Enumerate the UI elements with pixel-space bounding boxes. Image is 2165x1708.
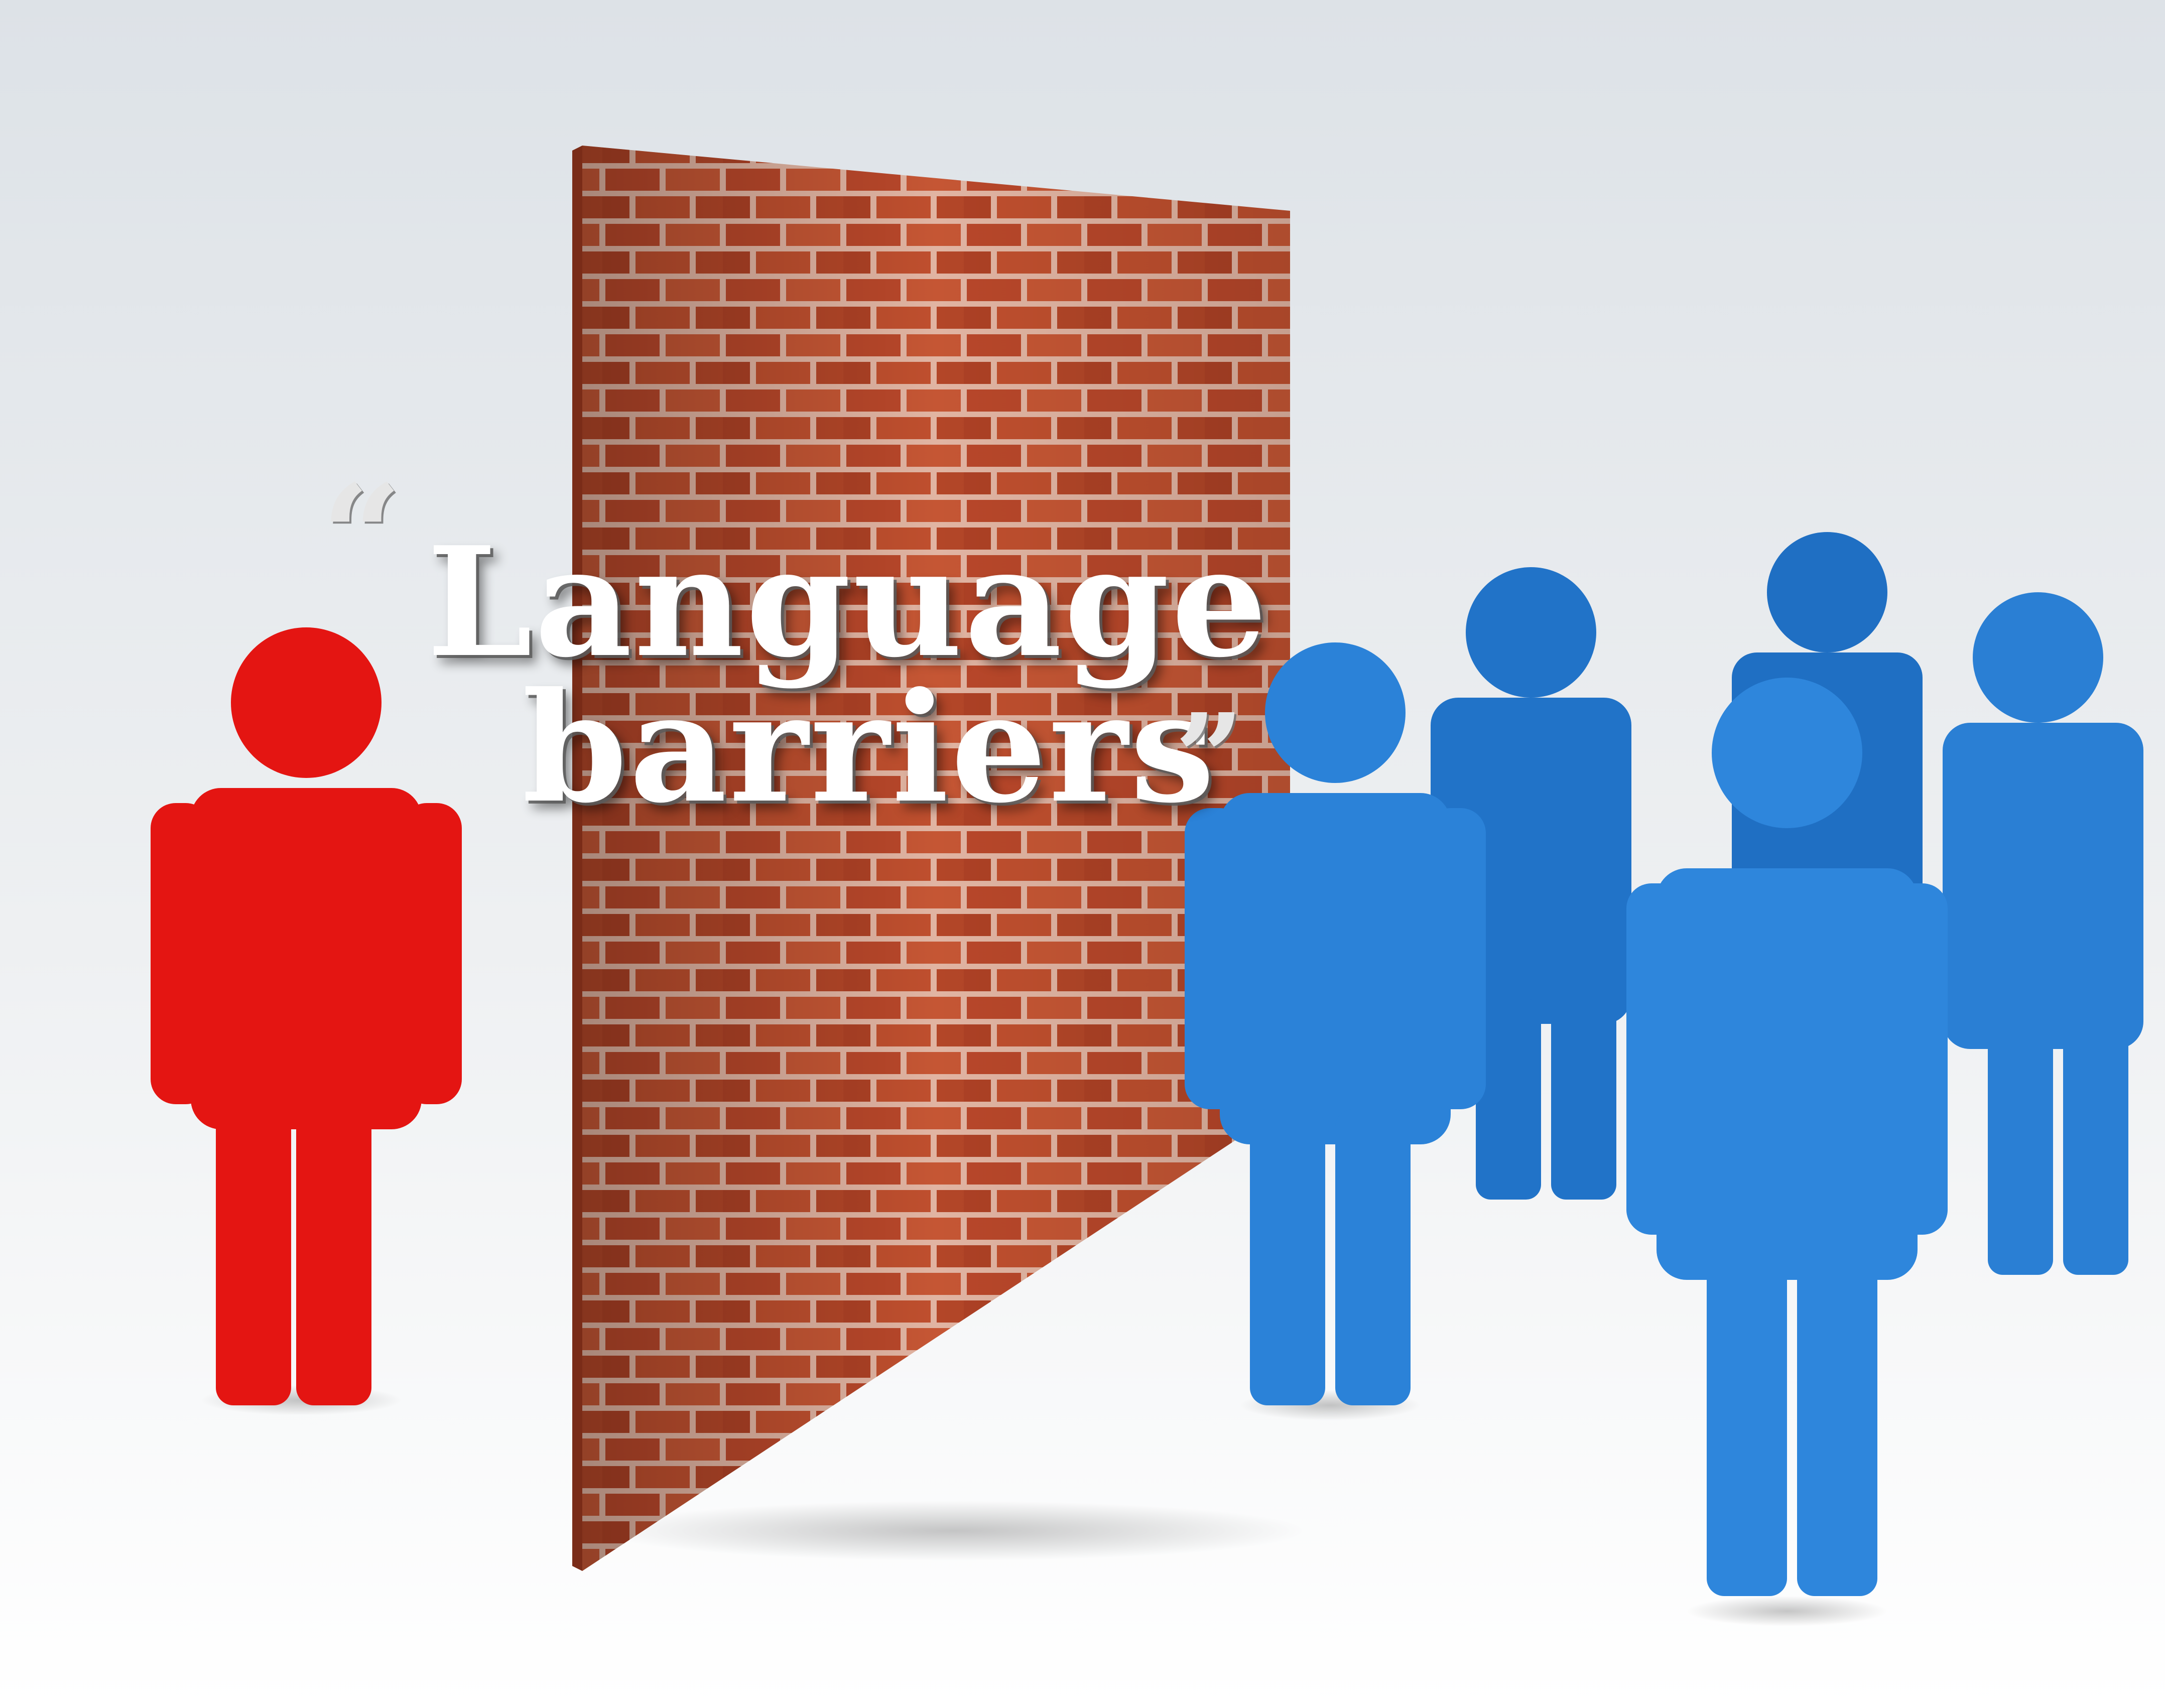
isolated-person-figure: [151, 627, 462, 1415]
group-person-figure: [1943, 592, 2143, 1275]
group-person-figure: [1626, 678, 1948, 1626]
brick-wall: [572, 146, 1290, 1571]
group-person-figure: [1185, 642, 1486, 1420]
caption-line-2: barriers: [522, 659, 1217, 836]
wall-shadow: [602, 1501, 1305, 1561]
open-quote-mark: “: [321, 454, 403, 619]
group-person-figure: [1431, 567, 1631, 1200]
close-quote-mark: ”: [1175, 687, 1244, 829]
caption-line-1: Language: [427, 513, 1269, 691]
